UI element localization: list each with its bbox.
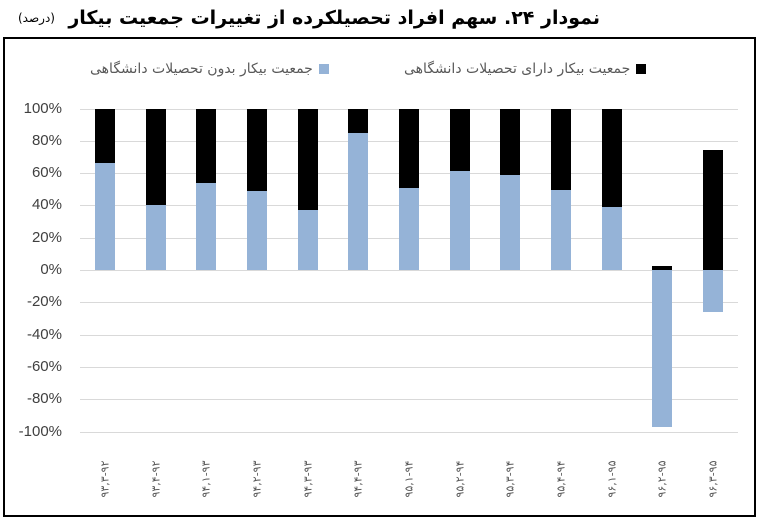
gridline [80, 270, 738, 271]
y-tick-label: -80% [26, 390, 62, 407]
legend-swatch-blue [318, 64, 329, 74]
chart-frame [3, 37, 756, 517]
y-tick-label: -100% [18, 423, 62, 440]
gridline [80, 432, 738, 433]
y-tick-label: 20% [31, 229, 62, 246]
x-tick-label: ۹۵,۳-۹۴ [503, 460, 517, 498]
x-tick-label: ۹۴,۲-۹۳ [250, 460, 264, 498]
legend-label-with-university: جمعیت بیکار دارای تحصیلات دانشگاهی [404, 61, 631, 77]
bar-segment [348, 132, 368, 270]
x-tick-label: ۹۴,۴-۹۳ [351, 460, 365, 498]
bar-segment [551, 108, 571, 191]
bar-segment [602, 207, 622, 270]
legend-item-without-university: جمعیت بیکار بدون تحصیلات دانشگاهی [90, 58, 329, 80]
bar-segment [95, 108, 115, 164]
bar-segment [703, 270, 723, 312]
x-tick-label: ۹۵,۱-۹۴ [402, 460, 416, 498]
bar-segment [95, 163, 115, 270]
bar-segment [247, 190, 267, 270]
bar-segment [450, 108, 470, 172]
x-tick-label: ۹۶,۳-۹۵ [706, 460, 720, 498]
unit-label: (درصد) [18, 11, 55, 25]
x-tick-label: ۹۴,۳-۹۳ [301, 460, 315, 498]
y-tick-label: 100% [23, 100, 62, 117]
bar-segment [196, 108, 216, 183]
bar-segment [298, 210, 318, 270]
chart-title: نمودار ۲۴. سهم افراد تحصیلکرده از تغییرا… [68, 7, 600, 29]
x-tick-label: ۹۴,۱-۹۳ [199, 460, 213, 498]
bar-segment [298, 108, 318, 211]
gridline [80, 302, 738, 303]
gridline [80, 399, 738, 400]
y-tick-label: -20% [26, 293, 62, 310]
bar-segment [500, 108, 520, 175]
bar-segment [146, 108, 166, 206]
y-tick-label: 80% [31, 132, 62, 149]
x-tick-label: ۹۵,۲-۹۴ [453, 460, 467, 498]
y-tick-label: -40% [26, 326, 62, 343]
bar-segment [247, 108, 267, 191]
bar-segment [500, 174, 520, 270]
bar-segment [652, 265, 672, 270]
bar-segment [196, 182, 216, 270]
bar-segment [652, 270, 672, 428]
bar-segment [551, 190, 571, 270]
y-tick-label: 40% [31, 196, 62, 213]
x-tick-label: ۹۳,۴-۹۲ [149, 460, 163, 498]
y-tick-label: 0% [40, 261, 62, 278]
bar-segment [399, 108, 419, 188]
x-tick-label: ۹۵,۴-۹۴ [554, 460, 568, 498]
bar-segment [602, 108, 622, 207]
gridline [80, 367, 738, 368]
legend-label-without-university: جمعیت بیکار بدون تحصیلات دانشگاهی [90, 61, 313, 77]
bar-segment [348, 108, 368, 133]
legend-swatch-black [636, 64, 647, 74]
y-tick-label: -60% [26, 358, 62, 375]
x-tick-label: ۹۶,۱-۹۵ [605, 460, 619, 498]
y-tick-label: 60% [31, 164, 62, 181]
bar-segment [146, 205, 166, 270]
bar-segment [399, 187, 419, 270]
x-tick-label: ۹۳,۳-۹۲ [98, 460, 112, 498]
legend-item-with-university: جمعیت بیکار دارای تحصیلات دانشگاهی [404, 58, 647, 80]
bar-segment [450, 171, 470, 270]
x-tick-label: ۹۶,۲-۹۵ [655, 460, 669, 498]
gridline [80, 335, 738, 336]
bar-segment [703, 149, 723, 270]
